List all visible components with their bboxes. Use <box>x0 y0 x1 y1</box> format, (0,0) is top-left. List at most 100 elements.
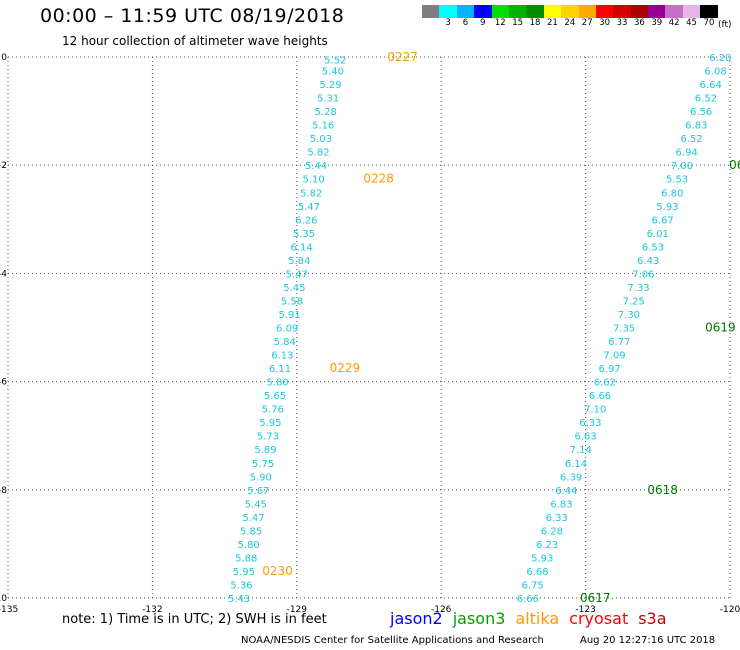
color-swatch <box>508 5 527 18</box>
color-scale-unit: (ft) <box>718 20 732 30</box>
wave-height-label: 7.00 <box>671 161 693 172</box>
color-swatch <box>543 5 562 18</box>
time-mark-label: 0617 <box>580 591 611 605</box>
color-swatch <box>561 5 579 18</box>
color-scale-label: 36 <box>633 18 645 28</box>
color-scale-label: 18 <box>529 18 541 28</box>
wave-height-label: 7.33 <box>627 283 649 294</box>
color-scale-label: 12 <box>494 18 506 28</box>
wave-height-label: 6.66 <box>517 594 539 605</box>
wave-height-label: 6.43 <box>637 256 659 267</box>
time-mark-label: 0620 <box>729 158 740 172</box>
wave-height-label: 7.09 <box>603 351 625 362</box>
wave-height-label: 5.93 <box>531 553 553 564</box>
y-tick-label: -10 <box>0 594 7 604</box>
wave-height-label: 5.76 <box>262 405 284 416</box>
wave-height-label: 6.33 <box>579 418 601 429</box>
wave-height-label: 7.10 <box>584 405 606 416</box>
x-tick-label: -126 <box>431 605 452 615</box>
wave-height-label: 6.83 <box>550 499 572 510</box>
y-tick-label: -2 <box>0 161 7 171</box>
wave-height-label: 6.01 <box>647 229 669 240</box>
color-scale-label: 39 <box>651 18 663 28</box>
wave-height-label: 5.45 <box>245 499 267 510</box>
generated-timestamp: Aug 20 12:27:16 UTC 2018 <box>580 635 716 646</box>
color-scale-label: 15 <box>512 18 524 28</box>
wave-height-label: 5.44 <box>305 161 327 172</box>
wave-height-label: 6.83 <box>685 121 707 132</box>
wave-height-label: 5.47 <box>242 513 264 524</box>
legend-item: altika <box>515 609 560 628</box>
satellite-legend: jason2 jason3 altika cryosat s3a <box>390 609 677 628</box>
wave-height-label: 5.28 <box>315 107 337 118</box>
wave-height-label: 5.45 <box>283 283 305 294</box>
x-tick-label: -129 <box>287 605 308 615</box>
wave-height-label: 6.33 <box>546 513 568 524</box>
wave-height-label: 5.43 <box>228 594 250 605</box>
wave-height-label: 6.94 <box>676 148 698 159</box>
color-scale-label: 70 <box>703 18 715 28</box>
color-scale-label: 24 <box>564 18 576 28</box>
wave-height-label: 6.68 <box>526 567 548 578</box>
color-swatch <box>474 5 492 18</box>
wave-height-label: 5.95 <box>259 418 281 429</box>
lat-lon-grid <box>7 56 731 599</box>
wave-height-label: 5.82 <box>307 148 329 159</box>
color-scale-label: 33 <box>616 18 628 28</box>
wave-height-label: 6.20 <box>709 53 731 64</box>
color-scale-swatches <box>422 5 718 18</box>
wave-height-label: 5.40 <box>322 67 344 78</box>
wave-height-label: 6.11 <box>269 364 291 375</box>
color-swatch <box>630 5 649 18</box>
wave-height-label: 5.03 <box>310 134 332 145</box>
wave-height-label: 7.06 <box>632 269 654 280</box>
axis-tick-labels: -135 -132 -129 -126 -123 -120 0 -2 -4 -6 -8 -10 <box>0 53 740 615</box>
wave-height-label: 6.75 <box>522 580 544 591</box>
wave-height-label: 5.29 <box>319 80 341 91</box>
wave-height-label: 7.35 <box>613 324 635 335</box>
color-scale-label: 21 <box>547 18 558 28</box>
time-mark-label: 0619 <box>705 321 736 335</box>
wave-height-label: 6.09 <box>276 324 298 335</box>
y-tick-label: 0 <box>1 53 7 63</box>
wave-height-label: 5.89 <box>254 445 276 456</box>
wave-height-label: 5.75 <box>252 459 274 470</box>
color-swatch <box>439 5 457 18</box>
color-scale-label: 42 <box>668 18 680 28</box>
wave-height-label: 5.65 <box>264 391 286 402</box>
y-tick-label: -8 <box>0 486 7 496</box>
x-tick-label: -132 <box>142 605 162 615</box>
wave-height-label: 6.63 <box>574 432 596 443</box>
legend-item: cryosat <box>569 609 629 628</box>
wave-height-label: 6.53 <box>642 242 664 253</box>
wave-height-label: 5.84 <box>274 337 296 348</box>
color-scale-label: 9 <box>480 18 486 28</box>
map-subtitle: 12 hour collection of altimeter wave hei… <box>62 34 328 48</box>
wave-height-label: 6.26 <box>295 215 317 226</box>
y-tick-label: -4 <box>0 269 7 279</box>
wave-height-label: 5.88 <box>235 553 257 564</box>
color-swatch <box>613 5 631 18</box>
wave-height-label: 6.23 <box>536 540 558 551</box>
color-swatch <box>700 5 718 18</box>
wave-height-label: 6.28 <box>541 526 563 537</box>
x-tick-label: -123 <box>575 605 595 615</box>
wave-height-label: 5.31 <box>317 94 339 105</box>
wave-height-label: 5.91 <box>278 310 300 321</box>
wave-height-label: 6.14 <box>565 459 587 470</box>
y-tick-label: -6 <box>0 378 7 388</box>
time-mark-label: 0230 <box>262 564 293 578</box>
wave-height-label: 5.80 <box>238 540 260 551</box>
wave-height-label: 7.25 <box>623 296 645 307</box>
x-tick-label: -135 <box>0 605 18 615</box>
wave-height-label: 5.16 <box>312 121 334 132</box>
wave-height-label: 6.56 <box>690 107 712 118</box>
time-mark-label: 0228 <box>363 172 394 186</box>
color-swatch <box>526 5 544 18</box>
color-swatch <box>682 5 701 18</box>
color-scale-label: 45 <box>686 18 697 28</box>
wave-height-label: 6.67 <box>651 215 673 226</box>
color-swatch <box>665 5 683 18</box>
color-swatch <box>491 5 509 18</box>
wave-height-label: 5.35 <box>293 229 315 240</box>
